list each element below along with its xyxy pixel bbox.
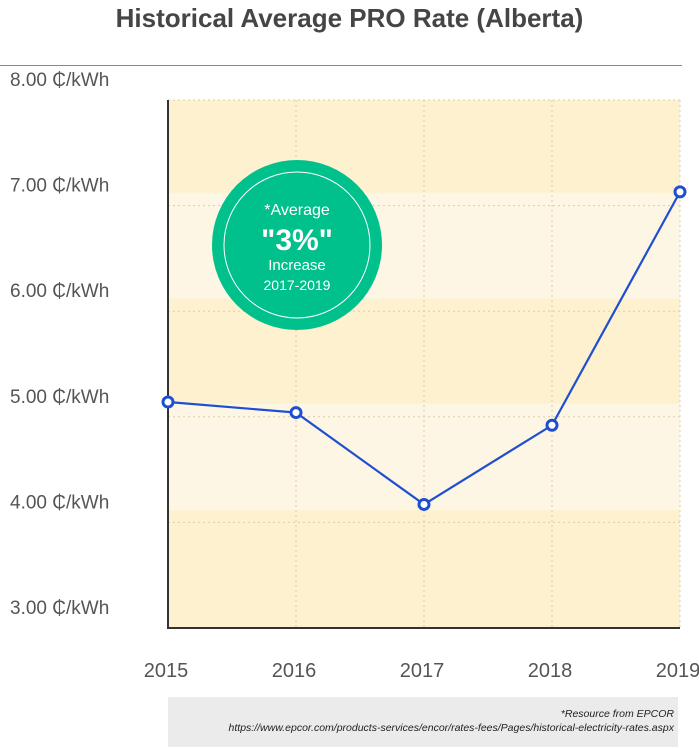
y-tick-label: 3.00 ₵/kWh xyxy=(10,598,109,619)
y-tick-label: 8.00 ₵/kWh xyxy=(10,70,109,91)
x-tick-label: 2017 xyxy=(400,660,445,682)
y-tick-label: 7.00 ₵/kWh xyxy=(10,176,109,197)
callout-ring xyxy=(223,171,371,319)
source-url: https://www.epcor.com/products-services/… xyxy=(228,722,674,734)
callout-text: "3%" xyxy=(261,224,333,257)
x-tick-label: 2015 xyxy=(144,660,189,682)
callout-text: *Average xyxy=(264,202,330,219)
data-point xyxy=(289,406,303,420)
x-tick-label: 2018 xyxy=(528,660,573,682)
y-tick-label: 5.00 ₵/kWh xyxy=(10,387,109,408)
data-point xyxy=(545,418,559,432)
source-note: *Resource from EPCOR https://www.epcor.c… xyxy=(168,697,678,747)
background-band xyxy=(168,509,680,616)
data-point xyxy=(417,497,431,511)
data-point xyxy=(673,185,687,199)
y-tick-label: 6.00 ₵/kWh xyxy=(10,281,109,302)
source-credit: *Resource from EPCOR xyxy=(560,708,674,720)
data-point xyxy=(161,395,175,409)
title-divider xyxy=(0,65,682,66)
callout-circle xyxy=(212,160,382,330)
x-tick-label: 2019 xyxy=(656,660,699,682)
line-chart: 3.00 ₵/kWh 4.00 ₵/kWh 5.00 ₵/kWh 6.00 ₵/kWh… xyxy=(10,70,699,682)
callout-text: Increase xyxy=(268,257,326,274)
y-tick-label: 4.00 ₵/kWh xyxy=(10,492,109,513)
callout-text: 2017-2019 xyxy=(264,277,331,293)
x-tick-label: 2016 xyxy=(272,660,317,682)
chart-title: Historical Average PRO Rate (Alberta) xyxy=(115,3,584,33)
